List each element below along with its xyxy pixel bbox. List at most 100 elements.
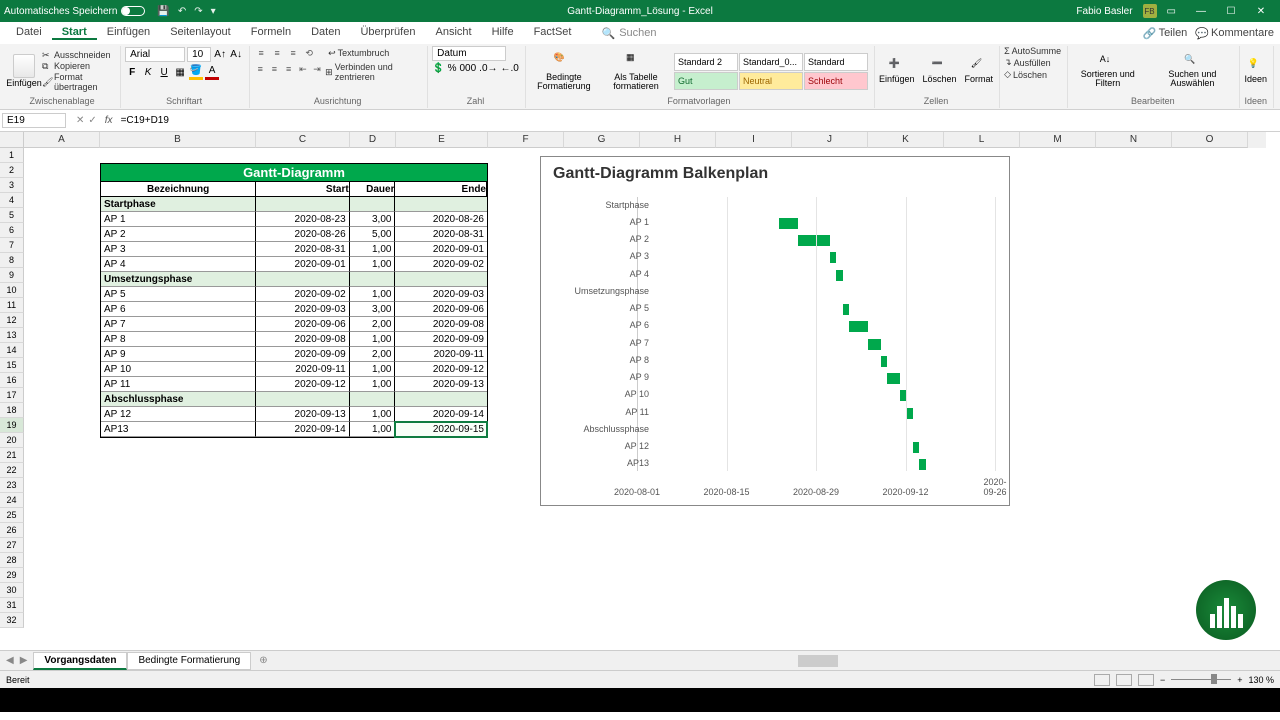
page-layout-view-icon[interactable] — [1116, 674, 1132, 686]
align-bottom-icon[interactable]: ≡ — [286, 46, 300, 60]
row-header-2[interactable]: 2 — [0, 163, 24, 178]
horizontal-scrollbar[interactable] — [794, 655, 1274, 667]
table-row[interactable]: Startphase — [101, 197, 487, 212]
col-header-F[interactable]: F — [488, 132, 564, 148]
fill-color-button[interactable]: 🪣 — [189, 64, 203, 80]
col-header-H[interactable]: H — [640, 132, 716, 148]
table-row[interactable]: AP 122020-09-131,002020-09-14 — [101, 407, 487, 422]
autosum-button[interactable]: Σ AutoSumme — [1004, 46, 1061, 56]
col-header-O[interactable]: O — [1172, 132, 1248, 148]
row-header-1[interactable]: 1 — [0, 148, 24, 163]
table-row[interactable]: AP 52020-09-021,002020-09-03 — [101, 287, 487, 302]
row-header-9[interactable]: 9 — [0, 268, 24, 283]
add-sheet-button[interactable]: ⊕ — [259, 655, 267, 666]
wrap-text-button[interactable]: ↩Textumbruch — [328, 46, 389, 60]
merge-center-button[interactable]: ⊞Verbinden und zentrieren — [325, 62, 421, 82]
col-header-K[interactable]: K — [868, 132, 944, 148]
align-middle-icon[interactable]: ≡ — [270, 46, 284, 60]
orientation-icon[interactable]: ⟲ — [302, 46, 316, 60]
save-icon[interactable]: 💾 — [157, 6, 169, 17]
table-row[interactable]: AP 42020-09-011,002020-09-02 — [101, 257, 487, 272]
row-header-25[interactable]: 25 — [0, 508, 24, 523]
find-select-button[interactable]: 🔍Suchen und Auswählen — [1151, 54, 1233, 88]
row-header-10[interactable]: 10 — [0, 283, 24, 298]
col-header-J[interactable]: J — [792, 132, 868, 148]
comments-button[interactable]: 💬 Kommentare — [1195, 27, 1274, 40]
indent-right-icon[interactable]: ⇥ — [311, 62, 323, 76]
row-header-23[interactable]: 23 — [0, 478, 24, 493]
row-header-14[interactable]: 14 — [0, 343, 24, 358]
row-header-19[interactable]: 19 — [0, 418, 24, 433]
font-size-select[interactable]: 10 — [187, 47, 211, 62]
grid-cells[interactable]: Gantt-Diagramm BezeichnungStartDauerEnde… — [24, 148, 1266, 650]
sheet-nav-prev-icon[interactable]: ◀ — [6, 655, 14, 666]
normal-view-icon[interactable] — [1094, 674, 1110, 686]
increase-decimal-icon[interactable]: .0→ — [479, 63, 497, 74]
row-header-8[interactable]: 8 — [0, 253, 24, 268]
row-header-12[interactable]: 12 — [0, 313, 24, 328]
row-header-24[interactable]: 24 — [0, 493, 24, 508]
zoom-slider[interactable] — [1171, 679, 1231, 680]
ribbon-tab-seitenlayout[interactable]: Seitenlayout — [160, 26, 241, 38]
accept-formula-icon[interactable]: ✓ — [88, 115, 96, 126]
align-top-icon[interactable]: ≡ — [254, 46, 268, 60]
row-header-21[interactable]: 21 — [0, 448, 24, 463]
zoom-out-icon[interactable]: − — [1160, 675, 1165, 685]
formula-input[interactable]: =C19+D19 — [117, 115, 1280, 126]
minimize-icon[interactable]: — — [1186, 6, 1216, 17]
row-header-29[interactable]: 29 — [0, 568, 24, 583]
cell-style-option[interactable]: Schlecht — [804, 72, 868, 90]
align-left-icon[interactable]: ≡ — [254, 62, 266, 76]
col-header-C[interactable]: C — [256, 132, 350, 148]
undo-icon[interactable]: ↶ — [178, 6, 186, 17]
col-header-G[interactable]: G — [564, 132, 640, 148]
cell-style-option[interactable]: Neutral — [739, 72, 803, 90]
conditional-formatting-button[interactable]: 🎨 Bedingte Formatierung — [530, 52, 598, 91]
ribbon-tab-factset[interactable]: FactSet — [524, 26, 582, 38]
share-button[interactable]: 🔗 Teilen — [1143, 27, 1187, 40]
font-name-select[interactable]: Arial — [125, 47, 185, 62]
table-row[interactable]: AP 32020-08-311,002020-09-01 — [101, 242, 487, 257]
cut-button[interactable]: ✂Ausschneiden — [42, 50, 114, 60]
ribbon-display-icon[interactable]: ▭ — [1167, 6, 1176, 17]
fill-button[interactable]: ↴ Ausfüllen — [1004, 57, 1061, 68]
thousands-icon[interactable]: 000 — [459, 63, 476, 74]
toggle-icon[interactable] — [121, 6, 145, 16]
format-cells-button[interactable]: 🖌Format — [965, 58, 994, 84]
italic-button[interactable]: K — [141, 64, 155, 80]
sheet-tab[interactable]: Vorgangsdaten — [33, 652, 127, 670]
row-header-27[interactable]: 27 — [0, 538, 24, 553]
col-header-M[interactable]: M — [1020, 132, 1096, 148]
col-header-I[interactable]: I — [716, 132, 792, 148]
row-header-3[interactable]: 3 — [0, 178, 24, 193]
user-name[interactable]: Fabio Basler — [1076, 6, 1132, 17]
zoom-level[interactable]: 130 % — [1248, 675, 1274, 685]
ribbon-tab-daten[interactable]: Daten — [301, 26, 350, 38]
name-box[interactable]: E19 — [2, 113, 66, 128]
ribbon-tab-datei[interactable]: Datei — [6, 26, 52, 38]
increase-font-icon[interactable]: A↑ — [213, 46, 227, 62]
table-row[interactable]: AP 72020-09-062,002020-09-08 — [101, 317, 487, 332]
table-row[interactable]: AP 22020-08-265,002020-08-31 — [101, 227, 487, 242]
row-header-4[interactable]: 4 — [0, 193, 24, 208]
cell-style-option[interactable]: Standard_0... — [739, 53, 803, 71]
number-format-select[interactable]: Datum — [432, 46, 506, 61]
border-button[interactable]: ▦ — [173, 64, 187, 80]
select-all-corner[interactable] — [0, 132, 24, 148]
row-header-30[interactable]: 30 — [0, 583, 24, 598]
table-row[interactable]: AP 92020-09-092,002020-09-11 — [101, 347, 487, 362]
row-header-32[interactable]: 32 — [0, 613, 24, 628]
col-header-A[interactable]: A — [24, 132, 100, 148]
row-headers[interactable]: 1234567891011121314151617181920212223242… — [0, 148, 24, 628]
cell-style-option[interactable]: Gut — [674, 72, 738, 90]
row-header-18[interactable]: 18 — [0, 403, 24, 418]
ribbon-tab-ansicht[interactable]: Ansicht — [425, 26, 481, 38]
col-header-N[interactable]: N — [1096, 132, 1172, 148]
autosave-toggle[interactable]: Automatisches Speichern — [4, 6, 145, 17]
copy-button[interactable]: ⧉Kopieren — [42, 61, 114, 71]
align-right-icon[interactable]: ≡ — [283, 62, 295, 76]
col-header-D[interactable]: D — [350, 132, 396, 148]
delete-cells-button[interactable]: ➖Löschen — [923, 58, 957, 84]
table-row[interactable]: Umsetzungsphase — [101, 272, 487, 287]
paste-button[interactable]: Einfügen — [10, 54, 38, 88]
